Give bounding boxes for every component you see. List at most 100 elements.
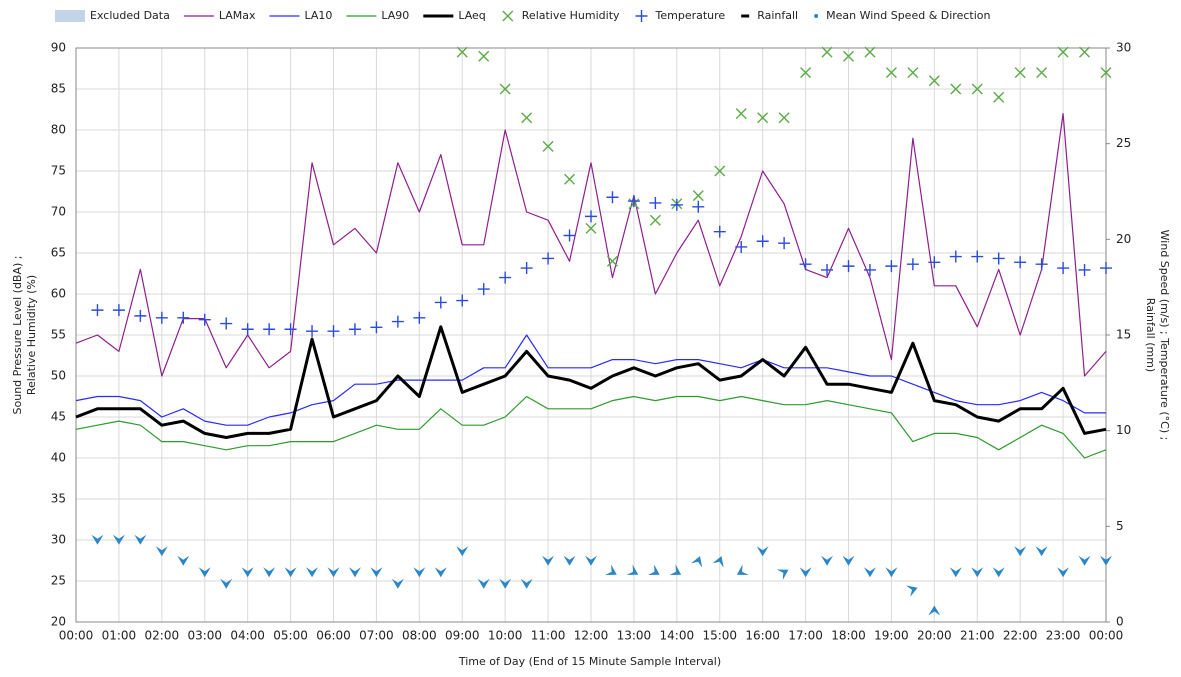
y2-tick-label: 5 — [1116, 519, 1124, 533]
humidity-marker — [1057, 46, 1069, 58]
humidity-marker — [606, 255, 618, 267]
x-tick-label: 12:00 — [574, 629, 609, 643]
humidity-marker — [649, 214, 661, 226]
x-tick-label: 11:00 — [531, 629, 566, 643]
temperature-marker — [842, 260, 855, 273]
x-tick-label: 05:00 — [273, 629, 308, 643]
wind-arrow — [821, 555, 834, 566]
y-tick-label: 90 — [51, 41, 66, 55]
wind-arrow — [585, 555, 597, 566]
wind-arrow — [91, 534, 104, 545]
temperature-marker — [627, 195, 640, 208]
temperature-marker — [885, 260, 898, 273]
temperature-marker — [949, 250, 962, 263]
wind-arrow — [648, 564, 660, 575]
humidity-marker — [800, 67, 812, 79]
legend-label: LAeq — [458, 9, 485, 22]
series-line — [75, 334, 1106, 426]
wind-arrow — [477, 578, 490, 589]
temperature-marker — [1100, 262, 1112, 275]
y2-tick-label: 20 — [1116, 232, 1131, 246]
temperature-marker — [391, 315, 404, 328]
wind-arrow — [799, 567, 812, 578]
temperature-marker — [585, 210, 597, 223]
wind-arrow — [155, 546, 168, 557]
legend-label: Rainfall — [757, 9, 798, 22]
legend-label: LA10 — [305, 9, 333, 22]
legend-item: LA10 — [269, 9, 333, 22]
wind-arrow — [605, 564, 617, 575]
x-tick-label: 21:00 — [960, 629, 995, 643]
temperature-marker — [220, 317, 233, 330]
x-tick-label: 18:00 — [831, 629, 866, 643]
temperature-marker — [434, 296, 447, 309]
wind-arrow — [348, 567, 361, 578]
legend-label: Temperature — [655, 9, 726, 22]
wind-arrow — [198, 567, 211, 578]
wind-arrow — [434, 567, 447, 578]
humidity-marker — [843, 50, 854, 62]
x-tick-label: 07:00 — [359, 629, 394, 643]
temperature-marker — [370, 321, 383, 334]
plot-border — [75, 47, 1107, 623]
wind-arrow — [626, 564, 639, 575]
wind-arrow — [842, 555, 855, 566]
wind-arrow — [177, 555, 190, 566]
x-tick-label: 00:00 — [1089, 629, 1124, 643]
humidity-marker — [521, 112, 533, 124]
temperature-marker — [112, 304, 125, 317]
wind-arrow — [542, 555, 555, 566]
wind-arrow — [863, 567, 876, 578]
y-axis-title: Sound Pressure Level (dBA) ; — [11, 256, 24, 415]
temperature-marker — [992, 252, 1005, 265]
temperature-marker — [413, 311, 426, 324]
y-tick-label: 45 — [51, 410, 66, 424]
wind-arrow — [669, 564, 682, 575]
y-axis-title: Relative Humidity (%) — [25, 275, 38, 395]
x-tick-label: 02:00 — [145, 629, 180, 643]
y-tick-label: 40 — [51, 451, 66, 465]
temperature-marker — [306, 325, 319, 338]
humidity-marker — [928, 75, 940, 87]
temperature-marker — [1014, 256, 1027, 269]
temperature-marker — [1035, 258, 1048, 271]
humidity-marker — [564, 173, 576, 185]
y2-tick-label: 30 — [1116, 41, 1131, 55]
x-tick-label: 17:00 — [788, 629, 823, 643]
wind-arrow — [520, 578, 533, 589]
wind-arrow — [736, 564, 749, 575]
y-tick-label: 65 — [51, 246, 66, 260]
temperature-marker — [327, 325, 340, 338]
wind-arrow — [776, 569, 789, 580]
humidity-marker — [585, 222, 597, 234]
wind-arrow — [456, 546, 469, 557]
wind-arrow — [284, 567, 297, 578]
wind-arrow — [949, 567, 962, 578]
wind-arrow — [1014, 546, 1027, 557]
legend-swatch — [55, 10, 85, 22]
humidity-marker — [971, 83, 983, 95]
temperature-marker — [928, 256, 941, 269]
humidity-marker — [864, 46, 876, 58]
legend-label: LAMax — [219, 9, 256, 22]
temperature-marker — [155, 311, 168, 324]
wind-arrow — [690, 556, 703, 568]
y-tick-label: 75 — [51, 164, 66, 178]
legend-item: LA90 — [346, 9, 409, 22]
temperature-marker — [177, 311, 190, 324]
legend-label: Excluded Data — [90, 9, 170, 22]
humidity-marker — [499, 83, 511, 95]
legend-item: Rainfall — [741, 9, 798, 22]
y-tick-label: 80 — [51, 123, 66, 137]
humidity-marker — [950, 83, 962, 95]
legend-item: LAeq — [423, 9, 486, 22]
legend-item: Mean Wind Speed & Direction — [814, 9, 990, 22]
humidity-marker — [907, 67, 919, 79]
temperature-marker — [735, 240, 748, 253]
humidity-marker — [542, 140, 554, 152]
temperature-marker — [692, 200, 705, 213]
y2-tick-label: 0 — [1116, 615, 1124, 629]
wind-arrow — [327, 567, 340, 578]
humidity-marker — [1036, 67, 1048, 79]
